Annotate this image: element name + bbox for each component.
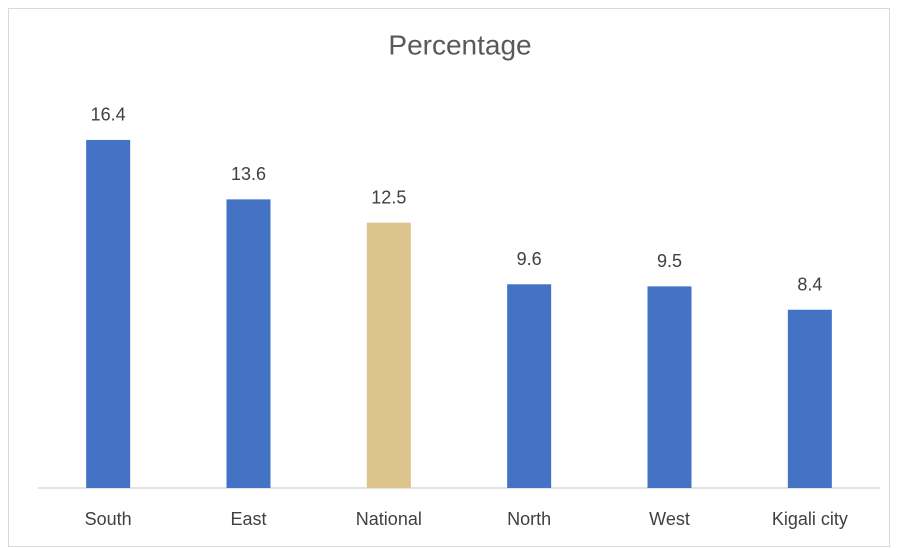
bar — [366, 222, 411, 488]
chart-title: Percentage — [388, 29, 531, 60]
x-tick-label: South — [85, 509, 132, 529]
x-tick-label: National — [356, 509, 422, 529]
chart-border — [8, 8, 890, 547]
data-label: 16.4 — [91, 105, 126, 125]
bar — [647, 286, 692, 488]
x-tick-label: Kigali city — [772, 509, 848, 529]
data-label: 9.6 — [517, 249, 542, 269]
bar — [787, 309, 832, 488]
data-label: 8.4 — [797, 274, 822, 294]
bar — [86, 139, 131, 488]
x-tick-label: North — [507, 509, 551, 529]
data-label: 9.5 — [657, 251, 682, 271]
bar — [226, 199, 271, 488]
bar — [507, 284, 552, 488]
x-tick-label: East — [230, 509, 266, 529]
data-label: 13.6 — [231, 164, 266, 184]
x-tick-label: West — [649, 509, 690, 529]
data-label: 12.5 — [371, 187, 406, 207]
